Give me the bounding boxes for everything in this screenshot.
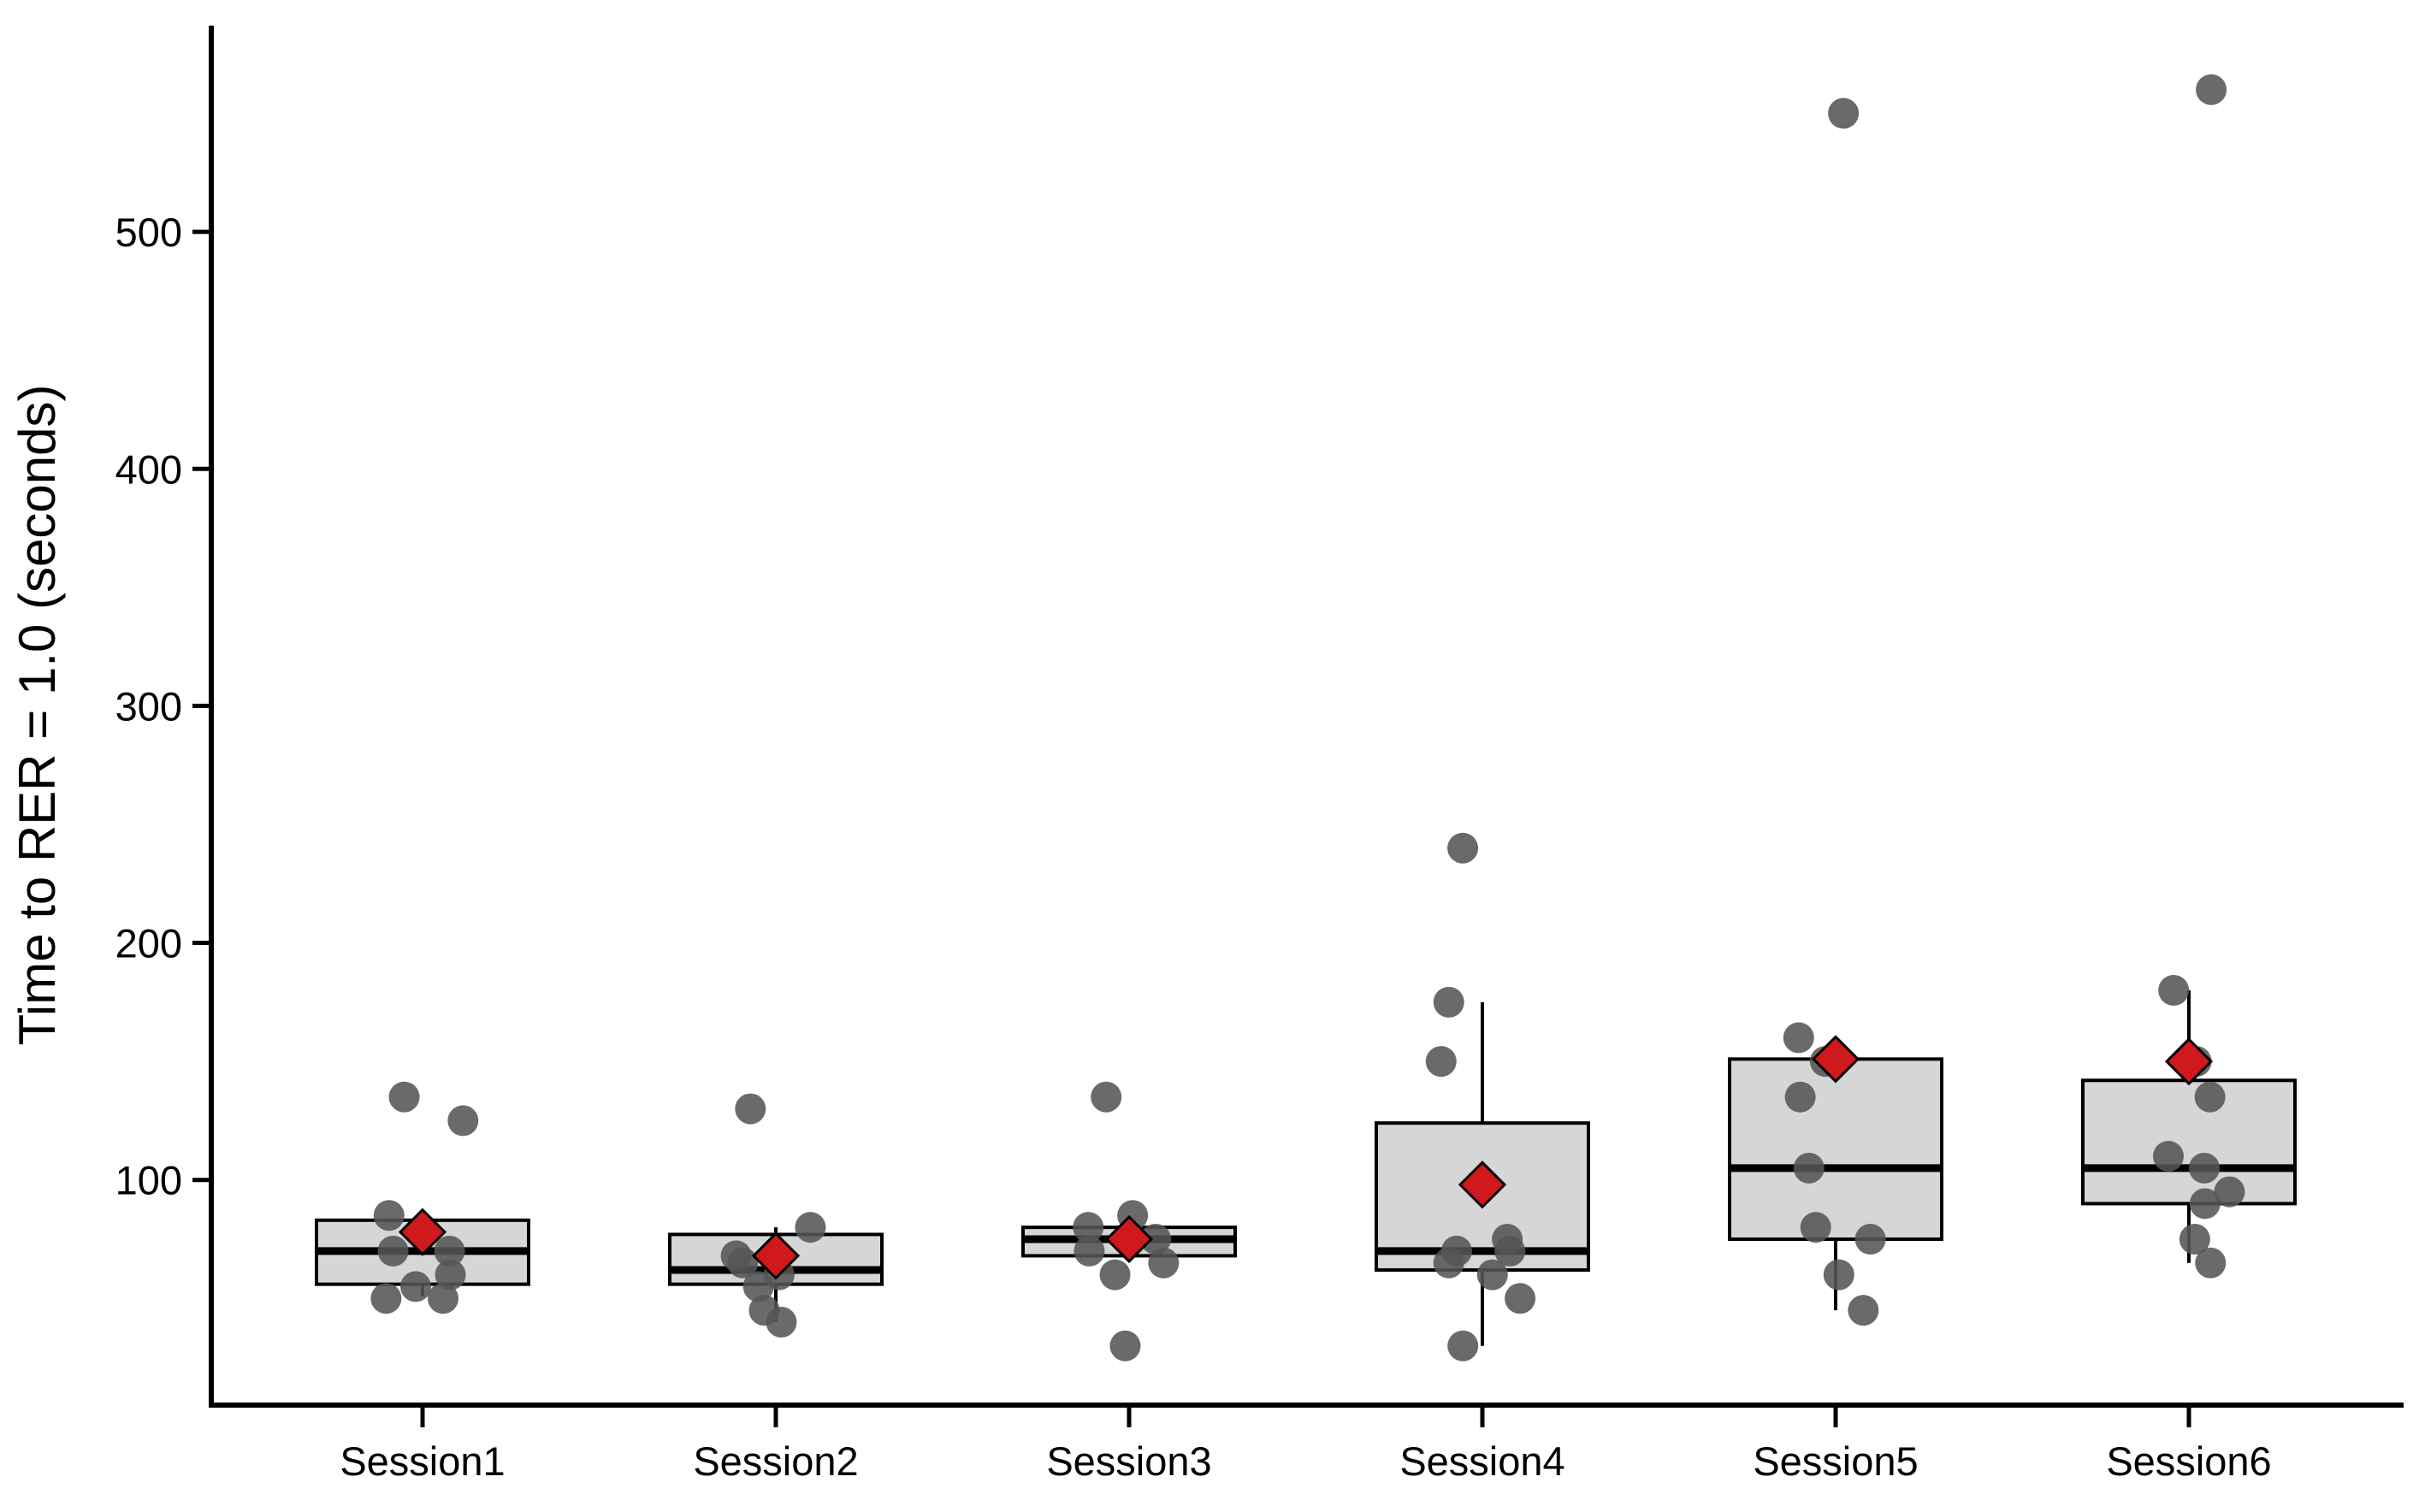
data-point: [1505, 1283, 1536, 1314]
data-point: [2214, 1176, 2245, 1208]
data-point: [2194, 1081, 2226, 1113]
box-iqr: [1728, 1057, 1943, 1241]
data-point: [2189, 1152, 2221, 1184]
data-point: [1828, 97, 1860, 129]
mean-marker: [751, 1231, 801, 1280]
data-point: [1793, 1152, 1825, 1184]
data-point: [1091, 1081, 1122, 1113]
data-point: [1148, 1247, 1180, 1279]
data-point: [1783, 1022, 1814, 1054]
data-point: [377, 1235, 409, 1267]
data-point: [748, 1295, 780, 1326]
box-Session6: [2081, 989, 2297, 1263]
data-point: [1425, 1046, 1457, 1078]
data-point: [1073, 1212, 1104, 1243]
y-tick-label: 300: [115, 683, 182, 729]
y-axis-title: Time to RER = 1.0 (seconds): [9, 384, 66, 1045]
mean-marker: [398, 1208, 447, 1256]
y-tick-label: 200: [115, 921, 182, 966]
data-point: [388, 1081, 420, 1113]
x-tick-label: Session4: [1399, 1438, 1564, 1484]
data-point: [1823, 1259, 1854, 1291]
data-point: [370, 1283, 402, 1314]
data-point: [795, 1212, 826, 1243]
y-tick-label: 400: [115, 446, 182, 492]
mean-marker: [1811, 1035, 1860, 1084]
x-tick-label: Session2: [693, 1438, 858, 1484]
data-point: [434, 1235, 465, 1267]
data-point: [2196, 74, 2227, 105]
data-point: [1848, 1295, 1879, 1326]
data-point: [1447, 1330, 1479, 1361]
y-axis: 100 200 300 400 500: [115, 26, 214, 1405]
box-iqr: [2081, 1078, 2297, 1206]
mean-marker: [1104, 1214, 1154, 1264]
x-axis: Session1 Session2 Session3 Session4 Session5…: [209, 1403, 2404, 1484]
x-tick-label: Session3: [1046, 1438, 1211, 1484]
data-point: [1784, 1081, 1816, 1113]
data-point: [373, 1200, 405, 1231]
mean-marker: [2164, 1037, 2214, 1086]
y-tick-label: 100: [115, 1158, 182, 1203]
data-point: [1492, 1223, 1523, 1255]
data-point: [2179, 1223, 2210, 1255]
data-point: [399, 1271, 431, 1302]
data-points: [370, 74, 2245, 1361]
box-Session5: [1728, 1057, 1943, 1311]
data-point: [2189, 1188, 2221, 1220]
data-point: [2152, 1140, 2184, 1172]
y-tick-label: 500: [115, 210, 182, 255]
data-point: [735, 1093, 766, 1125]
data-point: [447, 1105, 479, 1137]
data-point: [1073, 1235, 1105, 1267]
data-point: [1440, 1235, 1472, 1267]
mean-markers: [398, 1035, 2214, 1280]
data-point: [1140, 1223, 1172, 1255]
data-point: [1447, 832, 1479, 864]
data-point: [720, 1240, 752, 1272]
x-tick-label: Session6: [2106, 1438, 2271, 1484]
data-point: [2195, 1247, 2227, 1279]
x-tick-label: Session5: [1753, 1438, 1918, 1484]
data-point: [1109, 1330, 1141, 1361]
data-point: [1433, 986, 1464, 1018]
data-point: [1476, 1259, 1508, 1291]
data-point: [1099, 1259, 1131, 1291]
data-point: [1854, 1223, 1886, 1255]
boxes: [315, 989, 2297, 1346]
x-tick-label: Session1: [340, 1438, 505, 1484]
mean-marker: [1458, 1161, 1507, 1209]
data-point: [428, 1283, 459, 1314]
data-point: [1800, 1212, 1831, 1243]
data-point: [435, 1259, 466, 1291]
data-point: [2158, 974, 2190, 1006]
